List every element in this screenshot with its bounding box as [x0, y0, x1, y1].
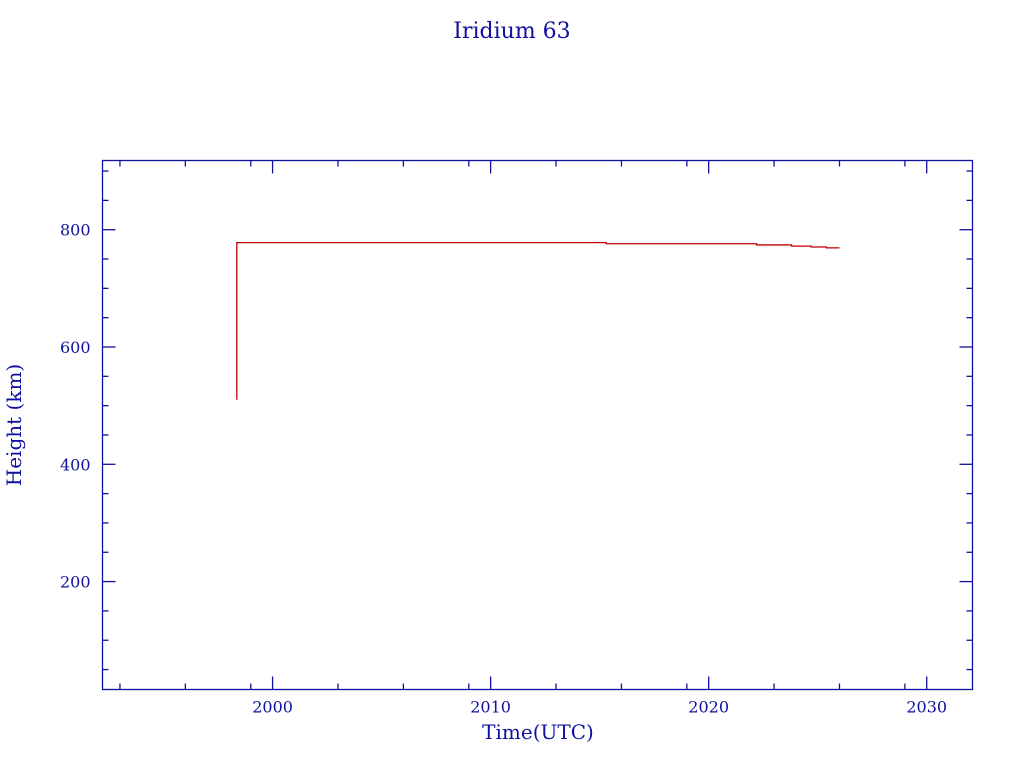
height-series-line	[236, 241, 840, 400]
y-tick-label: 400	[60, 455, 91, 474]
x-axis-label: Time(UTC)	[482, 720, 594, 744]
chart-title: Iridium 63	[453, 19, 570, 44]
y-tick-label: 800	[60, 221, 91, 240]
x-tick-label: 2030	[906, 698, 947, 717]
x-tick-label: 2020	[688, 698, 729, 717]
y-tick-label: 200	[60, 573, 91, 592]
x-tick-label: 2010	[470, 698, 511, 717]
x-tick-label: 2000	[252, 698, 293, 717]
y-tick-label: 600	[60, 338, 91, 357]
y-axis-label: Height (km)	[2, 364, 26, 486]
plot-frame	[101, 159, 974, 691]
